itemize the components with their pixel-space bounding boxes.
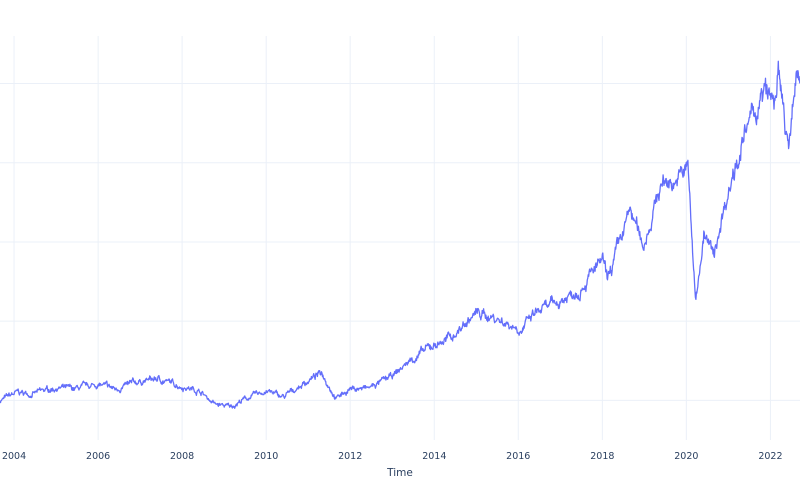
x-tick-label: 2014 (422, 451, 446, 462)
x-tick-label: 2020 (674, 451, 698, 462)
gridlines (0, 36, 800, 440)
x-tick-label: 2008 (170, 451, 194, 462)
x-axis-title: Time (386, 467, 413, 479)
series-layer (0, 60, 800, 409)
x-tick-label: 2012 (338, 451, 362, 462)
x-tick-label: 2006 (86, 451, 110, 462)
x-tick-labels: 2004 2006 2008 2010 2012 2014 2016 2018 2020 2022 (2, 451, 783, 462)
x-tick-label: 2018 (590, 451, 614, 462)
x-tick-label: 2004 (2, 451, 26, 462)
x-tick-label: 2022 (758, 451, 782, 462)
series-line-0 (0, 60, 800, 409)
x-tick-label: 2016 (506, 451, 530, 462)
x-tick-label: 2010 (254, 451, 278, 462)
